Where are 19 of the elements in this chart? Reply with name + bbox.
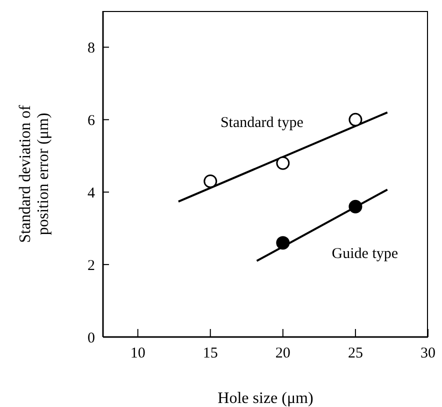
point (276, 236, 290, 250)
x-tick-label: 20 (275, 346, 290, 362)
y-tick-label: 0 (88, 330, 95, 346)
y-tick-label: 2 (88, 258, 95, 274)
point (204, 174, 218, 188)
x-tick-label: 10 (130, 346, 146, 362)
y-tick-label: 8 (88, 40, 95, 57)
y-tick-label: 6 (88, 112, 96, 129)
text: Guide type (332, 246, 398, 262)
x-axis-title: Hole size (μm) (218, 390, 314, 407)
point (348, 200, 362, 214)
y-axis-title: Standard deviation of position error (μm) (17, 104, 52, 243)
y-tick-label: 4 (88, 185, 96, 202)
text: Standard type (220, 115, 304, 132)
point (276, 156, 290, 170)
point (348, 112, 362, 126)
x-tick-label: 25 (348, 346, 363, 362)
x-tick-label: 15 (202, 346, 218, 362)
x-tick-label: 30 (420, 346, 436, 362)
